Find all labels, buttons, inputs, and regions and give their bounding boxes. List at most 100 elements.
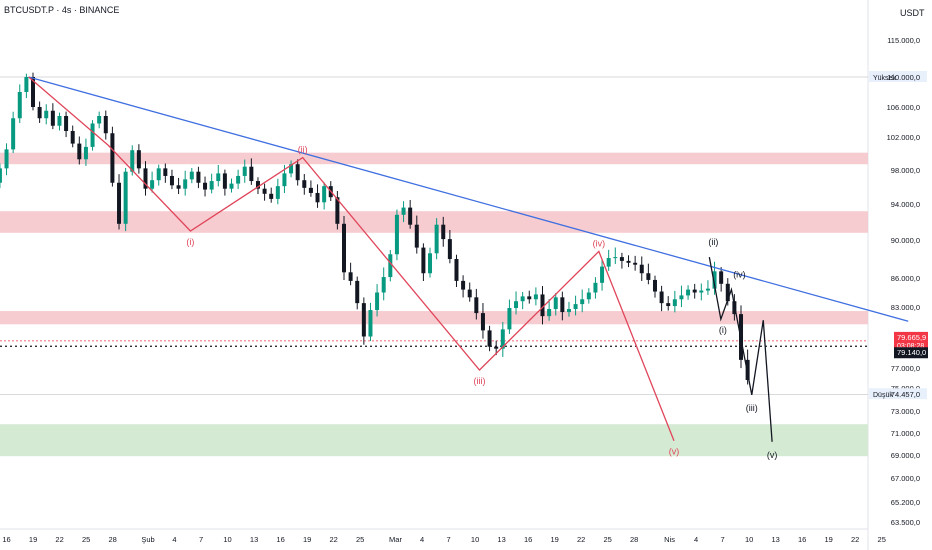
x-tick-label: 4 — [694, 535, 698, 544]
wave-black-label: (ii) — [708, 237, 718, 247]
candle-body — [600, 266, 605, 283]
x-tick-label: 22 — [55, 535, 63, 544]
candle-body — [408, 207, 413, 225]
candle-body — [388, 254, 393, 278]
candle-body — [90, 123, 95, 147]
candle-body — [308, 187, 313, 193]
candle-body — [461, 280, 466, 290]
candle-body — [368, 310, 373, 337]
x-tick-label: 25 — [878, 535, 886, 544]
low-marker — [869, 388, 927, 400]
y-tick-label: 115.000,0 — [887, 36, 920, 45]
candle-body — [262, 188, 267, 194]
x-tick-label: 10 — [471, 535, 479, 544]
wave-red-label: (iv) — [593, 238, 606, 248]
wave-red-path[interactable] — [28, 76, 675, 441]
wave-red-label: (v) — [669, 447, 680, 457]
x-tick-label: 16 — [276, 535, 284, 544]
level-price-value: 79.140,0 — [897, 348, 926, 357]
x-tick-label: 22 — [577, 535, 585, 544]
y-tick-label: 83.000,0 — [891, 303, 920, 312]
candle-body — [586, 292, 591, 300]
y-tick-label: 106.000,0 — [887, 103, 920, 112]
descending-trendline[interactable] — [28, 76, 909, 322]
candle-body — [633, 262, 638, 265]
candle-body — [447, 239, 452, 259]
candle-body — [70, 131, 75, 144]
y-tick-label: 90.000,0 — [891, 236, 920, 245]
y-tick-label: 86.000,0 — [891, 274, 920, 283]
y-tick-label: 69.000,0 — [891, 451, 920, 460]
candle-body — [672, 299, 677, 307]
wave-red-label: (iii) — [474, 376, 486, 386]
candle-body — [719, 271, 724, 284]
candle-body — [176, 185, 181, 189]
resistance-zone-0[interactable] — [0, 152, 868, 165]
candle-body — [322, 186, 327, 203]
y-tick-label: 77.000,0 — [891, 364, 920, 373]
x-tick-label: Şub — [141, 535, 154, 544]
candle-body — [580, 299, 585, 305]
candle-body — [540, 294, 545, 317]
y-tick-label: 94.000,0 — [891, 200, 920, 209]
candle-body — [705, 288, 710, 291]
candle-body — [692, 289, 697, 293]
candle-body — [414, 224, 419, 248]
candle-body — [31, 77, 36, 107]
x-tick-label: 13 — [497, 535, 505, 544]
candle-body — [11, 118, 16, 150]
x-tick-label: Nis — [664, 535, 675, 544]
candle-body — [652, 279, 657, 292]
y-tick-label: 71.000,0 — [891, 429, 920, 438]
candle-body — [189, 171, 194, 180]
candle-body — [255, 181, 260, 189]
candle-body — [209, 181, 214, 190]
candle-body — [0, 168, 2, 183]
candle-body — [295, 164, 300, 181]
high-value: 110.000,0 — [887, 73, 920, 82]
support-zone[interactable] — [0, 424, 868, 457]
candle-body — [533, 294, 538, 300]
candle-body — [725, 283, 730, 302]
candle-body — [123, 171, 128, 224]
candle-body — [606, 258, 611, 267]
candle-body — [480, 313, 485, 331]
candle-body — [520, 296, 525, 302]
candle-body — [169, 175, 174, 186]
candle-body — [547, 309, 552, 317]
candle-body — [143, 168, 148, 189]
candle-body — [77, 143, 82, 160]
x-tick-label: 13 — [771, 535, 779, 544]
candle-body — [507, 308, 512, 330]
candle-body — [626, 260, 631, 263]
high-label: Yüksek — [873, 75, 896, 82]
candle-body — [613, 257, 618, 259]
candle-body — [527, 296, 532, 300]
last-price-tag — [894, 331, 928, 350]
candle-body — [639, 264, 644, 274]
x-tick-label: 13 — [250, 535, 258, 544]
candle-body — [394, 214, 399, 255]
candle-body — [275, 186, 280, 199]
candle-body — [335, 197, 340, 224]
chart-title: BTCUSDT.P · 4s · BINANCE — [4, 5, 120, 15]
y-tick-label: 102.000,0 — [887, 133, 920, 142]
x-tick-label: 22 — [851, 535, 859, 544]
high-marker — [869, 71, 927, 82]
x-tick-label: 7 — [446, 535, 450, 544]
wave-black-path[interactable] — [708, 256, 773, 442]
candle-body — [302, 180, 307, 188]
candle-body — [560, 297, 565, 313]
candle-body — [381, 277, 386, 293]
resistance-zone-2[interactable] — [0, 311, 868, 325]
level-price-tag — [894, 347, 928, 359]
candle-body — [269, 193, 274, 199]
candle-body — [216, 173, 221, 182]
candle-body — [249, 166, 254, 182]
candle-body — [421, 247, 426, 274]
candle-body — [434, 224, 439, 254]
resistance-zone-1[interactable] — [0, 211, 868, 233]
candle-body — [24, 77, 29, 92]
x-tick-label: 22 — [329, 535, 337, 544]
